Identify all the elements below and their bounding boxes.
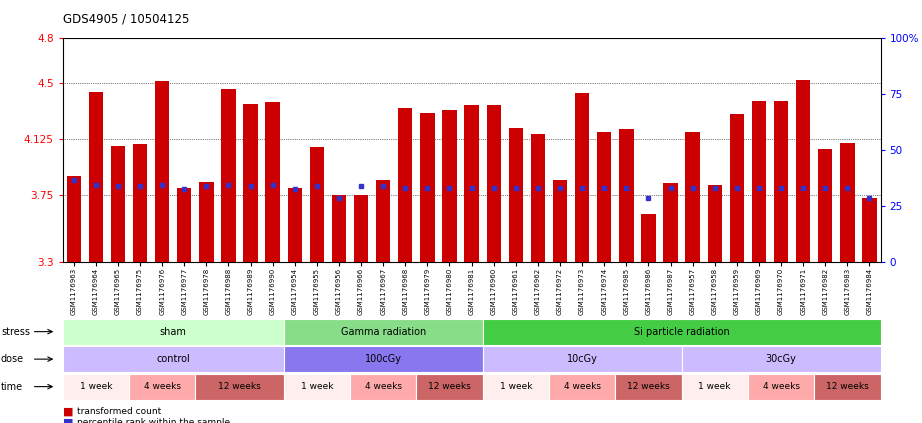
Bar: [641, 214, 656, 262]
Bar: [748, 374, 814, 400]
Bar: [63, 346, 284, 372]
Bar: [482, 319, 881, 345]
Bar: [681, 346, 881, 372]
Bar: [751, 101, 766, 262]
Bar: [284, 346, 482, 372]
Bar: [814, 374, 881, 400]
Bar: [66, 176, 81, 262]
Text: transformed count: transformed count: [77, 407, 161, 416]
Text: ■: ■: [63, 407, 73, 417]
Bar: [597, 132, 611, 262]
Text: control: control: [157, 354, 190, 364]
Bar: [575, 93, 589, 262]
Text: time: time: [1, 382, 23, 392]
Bar: [350, 374, 417, 400]
Bar: [509, 128, 523, 262]
Bar: [111, 146, 125, 262]
Text: 4 weeks: 4 weeks: [144, 382, 181, 391]
Bar: [133, 144, 148, 262]
Bar: [862, 198, 877, 262]
Bar: [284, 374, 350, 400]
Bar: [729, 114, 744, 262]
Text: Si particle radiation: Si particle radiation: [633, 327, 729, 337]
Bar: [63, 319, 284, 345]
Bar: [89, 92, 103, 262]
Bar: [685, 132, 700, 262]
Text: 1 week: 1 week: [699, 382, 731, 391]
Text: 12 weeks: 12 weeks: [826, 382, 869, 391]
Text: 12 weeks: 12 weeks: [627, 382, 669, 391]
Bar: [398, 108, 412, 262]
Text: 30cGy: 30cGy: [765, 354, 797, 364]
Text: dose: dose: [1, 354, 24, 364]
Text: ■: ■: [63, 418, 73, 423]
Bar: [840, 143, 855, 262]
Bar: [420, 113, 434, 262]
Bar: [774, 101, 788, 262]
Bar: [195, 374, 284, 400]
Bar: [354, 195, 368, 262]
Text: 1 week: 1 week: [500, 382, 532, 391]
Bar: [243, 104, 258, 262]
Text: sham: sham: [160, 327, 186, 337]
Text: 12 weeks: 12 weeks: [219, 382, 261, 391]
Bar: [284, 319, 482, 345]
Bar: [63, 374, 129, 400]
Bar: [199, 181, 214, 262]
Bar: [487, 105, 501, 262]
Bar: [310, 147, 324, 262]
Bar: [177, 187, 192, 262]
Bar: [681, 374, 748, 400]
Bar: [221, 89, 236, 262]
Bar: [620, 129, 633, 262]
Text: 1 week: 1 week: [301, 382, 333, 391]
Text: percentile rank within the sample: percentile rank within the sample: [77, 418, 230, 423]
Bar: [482, 374, 549, 400]
Bar: [288, 187, 302, 262]
Bar: [707, 184, 722, 262]
Bar: [663, 183, 678, 262]
Text: stress: stress: [1, 327, 30, 337]
Text: 4 weeks: 4 weeks: [563, 382, 600, 391]
Bar: [376, 180, 390, 262]
Text: 10cGy: 10cGy: [567, 354, 597, 364]
Bar: [482, 346, 681, 372]
Text: 12 weeks: 12 weeks: [428, 382, 471, 391]
Bar: [155, 81, 170, 262]
Bar: [531, 134, 545, 262]
Text: Gamma radiation: Gamma radiation: [340, 327, 426, 337]
Bar: [417, 374, 482, 400]
Bar: [615, 374, 681, 400]
Bar: [553, 180, 567, 262]
Bar: [332, 195, 346, 262]
Bar: [465, 105, 479, 262]
Text: 4 weeks: 4 weeks: [365, 382, 402, 391]
Bar: [443, 110, 456, 262]
Text: 100cGy: 100cGy: [365, 354, 402, 364]
Bar: [818, 148, 833, 262]
Text: 1 week: 1 week: [79, 382, 112, 391]
Bar: [129, 374, 195, 400]
Text: 4 weeks: 4 weeks: [762, 382, 799, 391]
Text: GDS4905 / 10504125: GDS4905 / 10504125: [63, 13, 189, 26]
Bar: [796, 80, 810, 262]
Bar: [266, 102, 280, 262]
Bar: [549, 374, 615, 400]
